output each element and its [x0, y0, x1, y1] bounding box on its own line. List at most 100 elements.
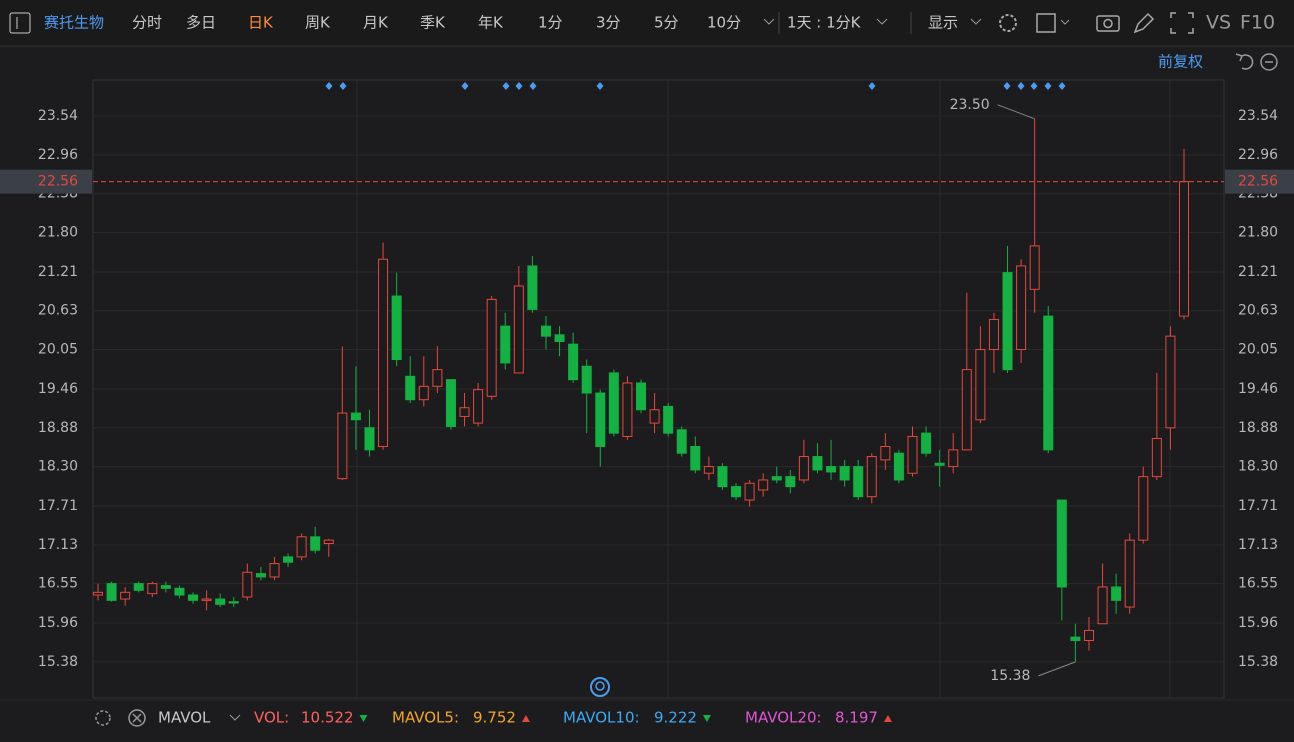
y-tick-label: 17.71 [38, 498, 78, 514]
candle-body [1138, 476, 1149, 541]
candle-body [608, 372, 619, 434]
event-marker[interactable] [868, 82, 876, 90]
candle-body [500, 325, 511, 364]
candle-body [988, 318, 999, 351]
last-price-label-right: 22.56 [1238, 174, 1278, 190]
candle-body [568, 343, 579, 381]
shape-icon[interactable] [1036, 13, 1056, 33]
candle-body [581, 365, 592, 394]
candle-body [758, 479, 769, 491]
event-marker[interactable] [1003, 82, 1011, 90]
event-marker[interactable] [515, 82, 523, 90]
candle-body [147, 583, 158, 595]
f10-button[interactable]: F10 [1240, 12, 1275, 34]
candle-body [391, 295, 402, 361]
event-marker[interactable] [461, 82, 469, 90]
candle-body [364, 427, 375, 451]
zoom-button[interactable] [590, 677, 610, 697]
camera-icon[interactable] [1096, 15, 1120, 32]
candle-body [907, 435, 918, 474]
y-tick-label-right: 15.38 [1238, 654, 1278, 670]
candle-body [540, 325, 551, 337]
camera-lens [1103, 18, 1113, 29]
candle-body [188, 594, 199, 601]
y-tick-label: 15.96 [38, 615, 78, 631]
candle-body [676, 429, 687, 454]
event-marker[interactable] [1017, 82, 1025, 90]
candle-body [337, 412, 348, 480]
event-marker[interactable] [325, 82, 333, 90]
timeframe-tab[interactable]: 季K [420, 14, 446, 32]
y-tick-label: 22.96 [38, 147, 78, 163]
y-tick-label-right: 21.80 [1238, 224, 1278, 240]
event-marker[interactable] [596, 82, 604, 90]
adjust-mode[interactable]: 前复权 [1158, 53, 1203, 71]
candle-body [93, 591, 103, 596]
candle-body [1097, 586, 1108, 625]
chevron[interactable] [763, 18, 775, 25]
candle-body [744, 482, 755, 501]
timeframe-tab[interactable]: 周K [305, 14, 331, 32]
sidebar-toggle[interactable] [9, 12, 31, 34]
indicator-settings[interactable] [95, 710, 111, 726]
candle-body [1111, 586, 1122, 601]
y-tick-label-right: 23.54 [1238, 108, 1278, 124]
toolbar-bg [0, 0, 1294, 46]
indicator-name[interactable]: MAVOL [158, 709, 211, 727]
event-marker[interactable] [1058, 82, 1066, 90]
timeframe-tab[interactable]: 年K [478, 14, 504, 32]
candle-body [921, 432, 932, 454]
event-marker[interactable] [1044, 82, 1052, 90]
chevron[interactable] [970, 18, 982, 25]
event-marker[interactable] [502, 82, 510, 90]
y-tick-label: 18.30 [38, 459, 78, 475]
candle-body [310, 536, 321, 551]
last-price-badge [0, 169, 92, 194]
y-tick-label: 18.88 [38, 420, 78, 436]
settings-icon[interactable] [999, 14, 1017, 32]
chevron[interactable] [876, 18, 888, 25]
timeframe-tab[interactable]: 1分 [538, 14, 563, 32]
candle-body [418, 385, 429, 401]
candle-body [975, 349, 986, 421]
candle-body [459, 407, 470, 417]
candle-body [405, 375, 416, 401]
timeframe-tab[interactable]: 多日 [186, 14, 216, 32]
y-tick-label-right: 18.30 [1238, 459, 1278, 475]
candle-body [934, 462, 945, 466]
candle-body [1002, 272, 1013, 371]
timeframe-tab[interactable]: 3分 [596, 14, 621, 32]
indicator-label: MAVOL20: [745, 709, 822, 727]
candle-body [948, 449, 959, 468]
event-marker[interactable] [529, 82, 537, 90]
event-marker[interactable] [339, 82, 347, 90]
candle-body [1043, 315, 1054, 451]
event-marker[interactable] [1030, 82, 1038, 90]
candle-body [228, 601, 239, 604]
interval[interactable]: 1天 : 1分K [787, 14, 862, 32]
pencil-icon[interactable] [1133, 12, 1155, 34]
timeframe-tab[interactable]: 日K [248, 14, 274, 32]
candle-body [636, 382, 646, 411]
last-price-label: 22.56 [38, 174, 78, 190]
timeframe-tab[interactable]: 5分 [654, 14, 679, 32]
timeframe-tab[interactable]: 月K [363, 14, 389, 32]
candle-body [961, 369, 972, 451]
candle-body [120, 591, 131, 600]
candle-body [703, 466, 714, 474]
stock-name[interactable]: 赛托生物 [44, 14, 104, 32]
reset-icon[interactable] [1235, 53, 1254, 70]
display-menu[interactable]: 显示 [928, 14, 958, 32]
chevron[interactable] [1060, 19, 1070, 25]
timeframe-tab[interactable]: 分时 [132, 14, 162, 32]
y-tick-label: 15.38 [38, 654, 78, 670]
y-tick-label-right: 21.21 [1238, 264, 1278, 280]
zoom-out-icon[interactable] [1260, 53, 1278, 71]
vs-button[interactable]: VS [1206, 12, 1231, 34]
timeframe-tab[interactable]: 10分 [707, 14, 741, 32]
chevron[interactable] [229, 714, 241, 721]
candle-body [473, 389, 484, 424]
y-tick-label-right: 22.96 [1238, 147, 1278, 163]
fullscreen-icon[interactable] [1170, 12, 1194, 34]
indicator-close[interactable] [128, 709, 146, 727]
